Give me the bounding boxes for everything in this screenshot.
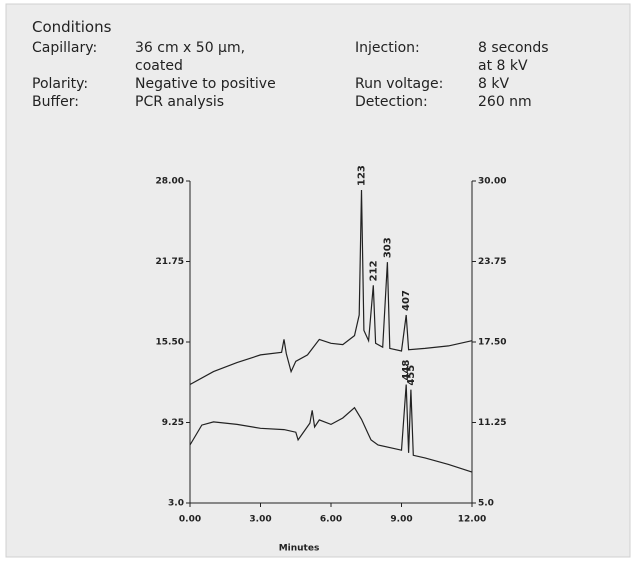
y2-tick-label: 5.0 bbox=[478, 499, 494, 509]
condition-label: Detection: bbox=[355, 94, 428, 110]
condition-label: Buffer: bbox=[32, 94, 79, 110]
peak-label: 455 bbox=[406, 365, 417, 386]
y-tick-label: 15.50 bbox=[156, 338, 184, 348]
y-tick-label: 21.75 bbox=[156, 257, 184, 267]
x-axis-label: Minutes bbox=[279, 544, 320, 554]
peak-label: 303 bbox=[382, 237, 393, 258]
y2-tick-label: 11.25 bbox=[478, 418, 506, 428]
condition-label: Injection: bbox=[355, 40, 420, 56]
y-tick-label: 3.0 bbox=[168, 499, 184, 509]
trace bbox=[189, 384, 473, 473]
peak-label: 212 bbox=[368, 260, 379, 281]
condition-value: 260 nm bbox=[478, 94, 532, 110]
plot: 3.0 9.25 15.50 21.75 28.00 5.0 11.25 17.50 23.75… bbox=[156, 165, 507, 524]
condition-value: 36 cm x 50 µm, bbox=[135, 40, 245, 56]
x-tick-label: 12.00 bbox=[458, 515, 486, 525]
y-tick-label: 9.25 bbox=[162, 418, 184, 428]
conditions: Capillary: 36 cm x 50 µm, coated Polarity: N… bbox=[32, 40, 549, 110]
x-tick-label: 6.00 bbox=[320, 515, 342, 525]
condition-label: Run voltage: bbox=[355, 76, 443, 92]
conditions-title: Conditions bbox=[32, 18, 112, 36]
condition-value: Negative to positive bbox=[135, 76, 276, 92]
peak-label: 448 bbox=[401, 360, 412, 381]
x-tick-label: 9.00 bbox=[390, 515, 412, 525]
y-tick-label: 28.00 bbox=[156, 177, 184, 187]
condition-label: Capillary: bbox=[32, 40, 97, 56]
y2-tick-label: 17.50 bbox=[478, 338, 506, 348]
condition-value: at 8 kV bbox=[478, 58, 528, 74]
y2-tick-label: 23.75 bbox=[478, 257, 506, 267]
trace bbox=[189, 189, 473, 386]
condition-value: 8 seconds bbox=[478, 40, 549, 56]
condition-value: 8 kV bbox=[478, 76, 509, 92]
y2-tick-label: 30.00 bbox=[478, 177, 506, 187]
condition-value: PCR analysis bbox=[135, 94, 224, 110]
condition-value: coated bbox=[135, 58, 183, 74]
peak-label: 123 bbox=[357, 165, 368, 186]
peak-label: 407 bbox=[401, 290, 412, 311]
x-tick-label: 3.00 bbox=[249, 515, 271, 525]
panel bbox=[5, 3, 631, 558]
x-tick-label: 0.00 bbox=[179, 515, 201, 525]
condition-label: Polarity: bbox=[32, 76, 88, 92]
